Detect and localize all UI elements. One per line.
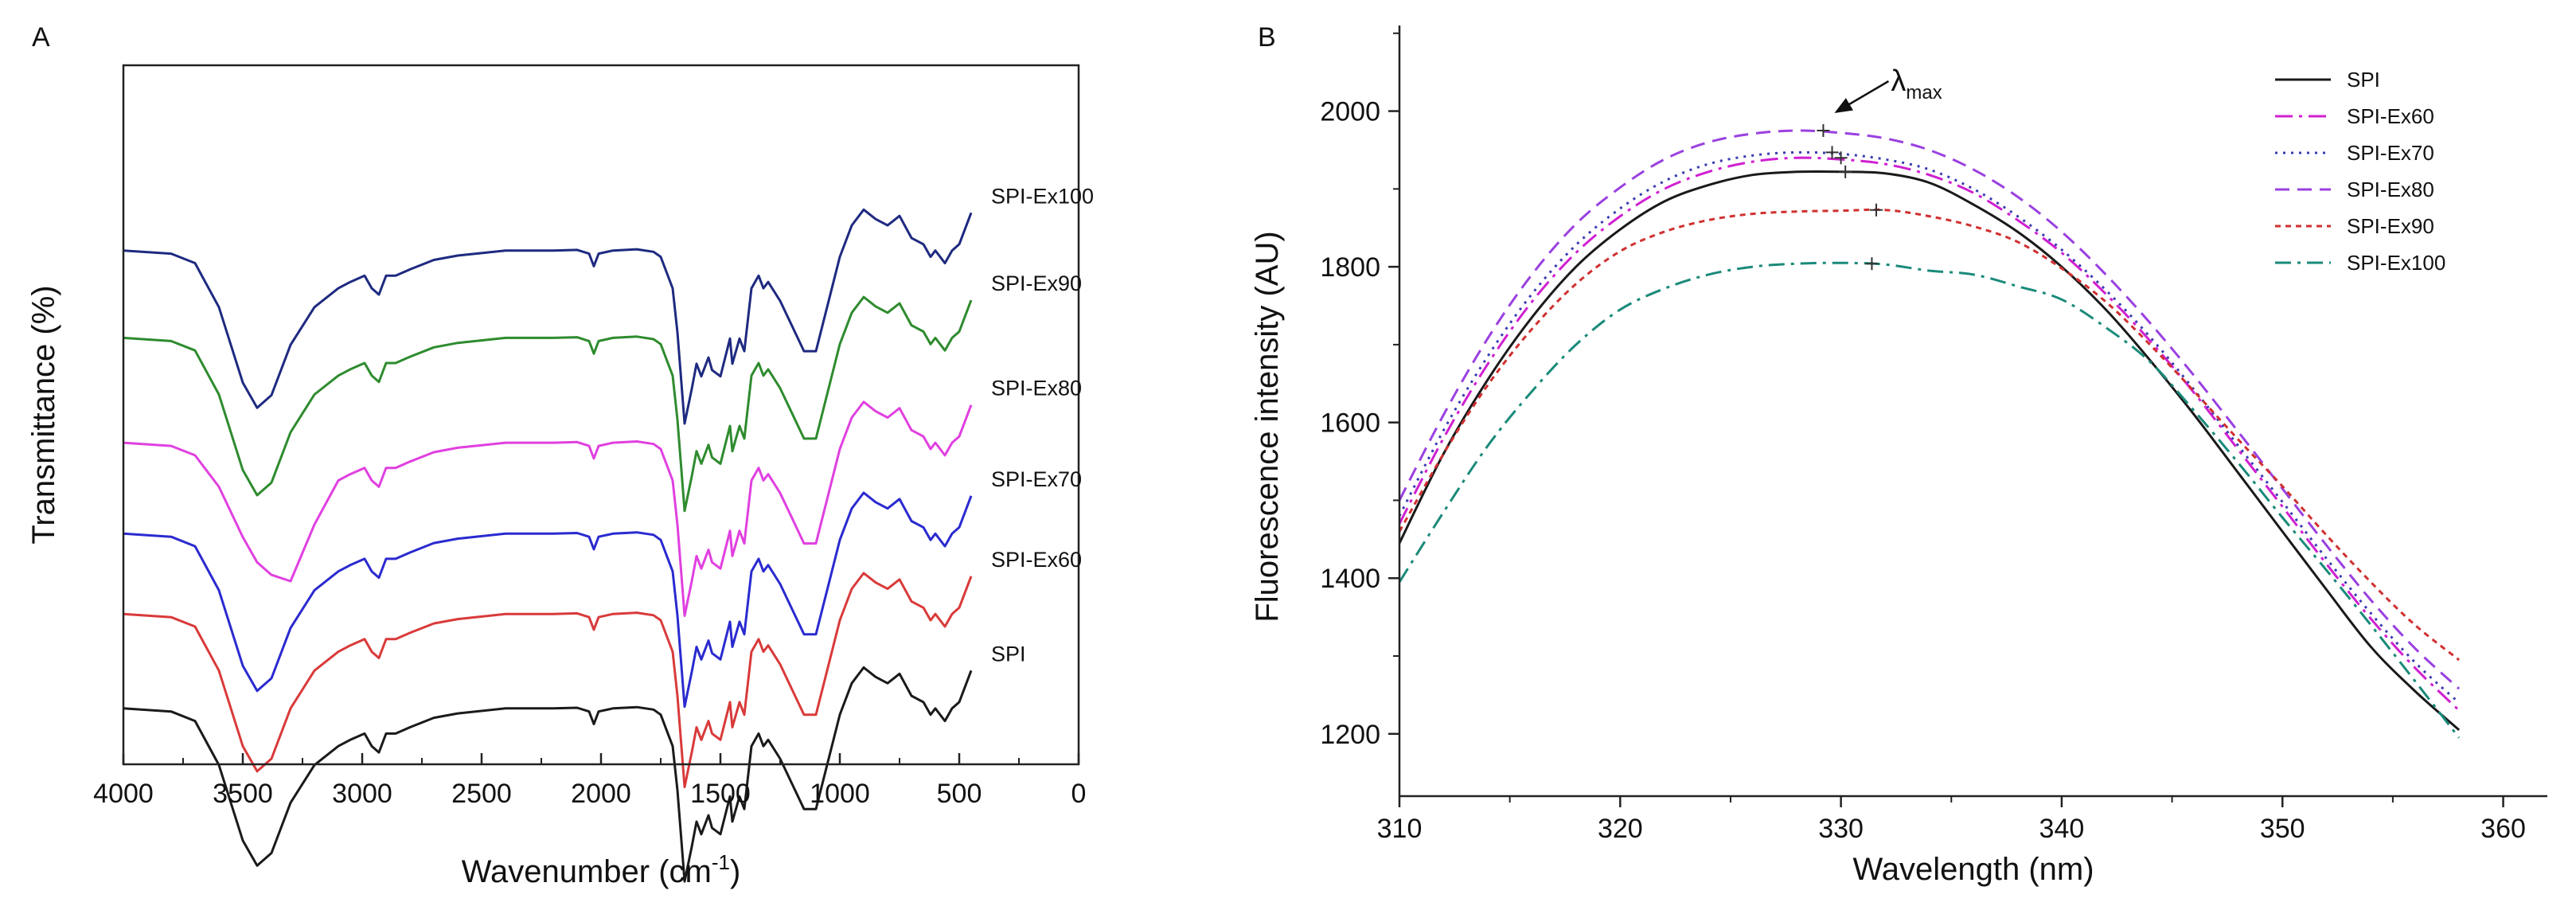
panel-a-x-ticks: 4000 3500 3000 2500 2000 1500 1000 500 0 bbox=[93, 753, 1086, 809]
panel-b-axes bbox=[1398, 25, 2547, 798]
panel-a-x-tick-label: 3500 bbox=[213, 779, 273, 809]
peak-marker-spi-ex90 bbox=[1869, 203, 1883, 217]
series-line-spi-ex100 bbox=[123, 208, 973, 425]
panel-a-x-axis-title-sup: -1 bbox=[712, 850, 730, 874]
series-label-spi: SPI bbox=[991, 642, 1026, 666]
panel-b-x-tick-label: 320 bbox=[1598, 814, 1643, 844]
panel-a-x-tick-label: 500 bbox=[937, 779, 982, 809]
lambda-symbol: λ bbox=[1891, 64, 1906, 98]
series-line-spi-ex70 bbox=[123, 491, 973, 709]
panel-b-letter: B bbox=[1258, 22, 1276, 53]
panel-b-x-tick-label: 350 bbox=[2260, 814, 2305, 844]
curve-spi-ex90 bbox=[1398, 208, 2461, 662]
panel-b-y-axis-title: Fluorescence intensity (AU) bbox=[1250, 231, 1285, 622]
lambda-max-arrowhead bbox=[1834, 98, 1853, 113]
lambda-subscript: max bbox=[1906, 82, 1942, 103]
panel-b-x-tick-label: 310 bbox=[1377, 814, 1423, 844]
panel-a-axes-frame bbox=[122, 64, 1080, 766]
panel-b-lambda-max-annotation: λmax bbox=[1834, 64, 1942, 113]
legend-label-spi-ex90: SPI-Ex90 bbox=[2347, 214, 2434, 238]
panel-b-y-tick-label: 2000 bbox=[1320, 97, 1380, 127]
panel-a-series-labels: SPI-Ex100 SPI-Ex90 SPI-Ex80 SPI-Ex70 SPI-Ex6… bbox=[991, 184, 1094, 666]
series-label-spi-ex70: SPI-Ex70 bbox=[991, 467, 1082, 491]
panel-a-x-axis-title: Wavenumber (cm-1) bbox=[462, 850, 741, 889]
series-line-spi bbox=[123, 666, 973, 883]
panel-a-x-tick-label: 0 bbox=[1071, 779, 1087, 809]
legend-label-spi-ex70: SPI-Ex70 bbox=[2347, 141, 2434, 165]
series-label-spi-ex80: SPI-Ex80 bbox=[991, 377, 1082, 400]
series-label-spi-ex60: SPI-Ex60 bbox=[991, 548, 1082, 572]
panel-b-fluorescence-chart: 310 320 330 340 350 360 12001400160018002000 … bbox=[1250, 25, 2547, 887]
panel-a-x-tick-label: 4000 bbox=[93, 779, 154, 809]
legend-label-spi: SPI bbox=[2347, 68, 2380, 92]
panel-b-y-tick-label: 1400 bbox=[1320, 564, 1380, 594]
series-line-spi-ex60 bbox=[123, 572, 973, 788]
panel-b-y-tick-label: 1200 bbox=[1320, 720, 1380, 750]
peak-marker-spi bbox=[1839, 165, 1852, 178]
panel-a-y-axis-title: Transmittance (%) bbox=[26, 285, 61, 544]
peak-marker-spi-ex100 bbox=[1865, 257, 1879, 271]
legend-label-spi-ex80: SPI-Ex80 bbox=[2347, 178, 2434, 201]
panel-b-x-ticks: 310 320 330 340 350 360 bbox=[1377, 796, 2526, 844]
panel-a-x-tick-label: 2500 bbox=[451, 779, 512, 809]
legend-label-spi-ex100: SPI-Ex100 bbox=[2347, 251, 2445, 275]
curve-spi bbox=[1398, 170, 2461, 732]
panel-a-series-group bbox=[123, 208, 973, 883]
series-label-spi-ex90: SPI-Ex90 bbox=[991, 271, 1082, 295]
curve-spi-ex100 bbox=[1398, 261, 2461, 739]
panel-b-y-tick-label: 1600 bbox=[1320, 408, 1380, 439]
panel-b-legend: SPI SPI-Ex60 SPI-Ex70 SPI-Ex80 SPI-Ex90 SPI-E… bbox=[2275, 68, 2445, 275]
panel-b-x-tick-label: 340 bbox=[2039, 814, 2085, 844]
panel-b-y-ticks: 1200 1400 1600 1800 2000 bbox=[1320, 32, 1399, 750]
panel-a-x-tick-label: 2000 bbox=[571, 779, 631, 809]
panel-b-y-tick-label: 1800 bbox=[1320, 252, 1380, 283]
panel-b-peak-markers bbox=[1817, 124, 1883, 271]
curve-spi-ex60 bbox=[1398, 156, 2461, 712]
panel-a-x-tick-label: 1000 bbox=[810, 779, 870, 809]
panel-a-x-tick-label: 3000 bbox=[332, 779, 392, 809]
peak-marker-spi-ex70 bbox=[1825, 146, 1839, 159]
curve-spi-ex70 bbox=[1398, 150, 2461, 704]
panel-a-x-axis-title-main: Wavenumber (cm bbox=[462, 854, 712, 889]
lambda-max-label: λmax bbox=[1891, 64, 1942, 103]
peak-marker-spi-ex80 bbox=[1817, 124, 1830, 137]
panel-a-x-tick-label: 1500 bbox=[690, 779, 751, 809]
panel-b-x-tick-label: 360 bbox=[2480, 814, 2526, 844]
panel-b-series-group bbox=[1398, 129, 2461, 739]
panel-a-ftir-chart: 4000 3500 3000 2500 2000 1500 1000 500 0 SPI-Ex1… bbox=[26, 64, 1094, 889]
peak-marker-spi-ex60 bbox=[1834, 151, 1848, 165]
panel-b-x-tick-label: 330 bbox=[1818, 814, 1864, 844]
panel-b-x-axis-title: Wavelength (nm) bbox=[1852, 852, 2094, 887]
series-label-spi-ex100: SPI-Ex100 bbox=[991, 184, 1094, 208]
panel-a-letter: A bbox=[32, 22, 50, 53]
series-line-spi-ex90 bbox=[123, 295, 973, 513]
legend-label-spi-ex60: SPI-Ex60 bbox=[2347, 104, 2434, 128]
series-line-spi-ex80 bbox=[123, 400, 973, 617]
lambda-max-arrow bbox=[1841, 80, 1890, 110]
panel-a-x-axis-title-close: ) bbox=[730, 854, 740, 889]
curve-spi-ex80 bbox=[1398, 129, 2461, 690]
